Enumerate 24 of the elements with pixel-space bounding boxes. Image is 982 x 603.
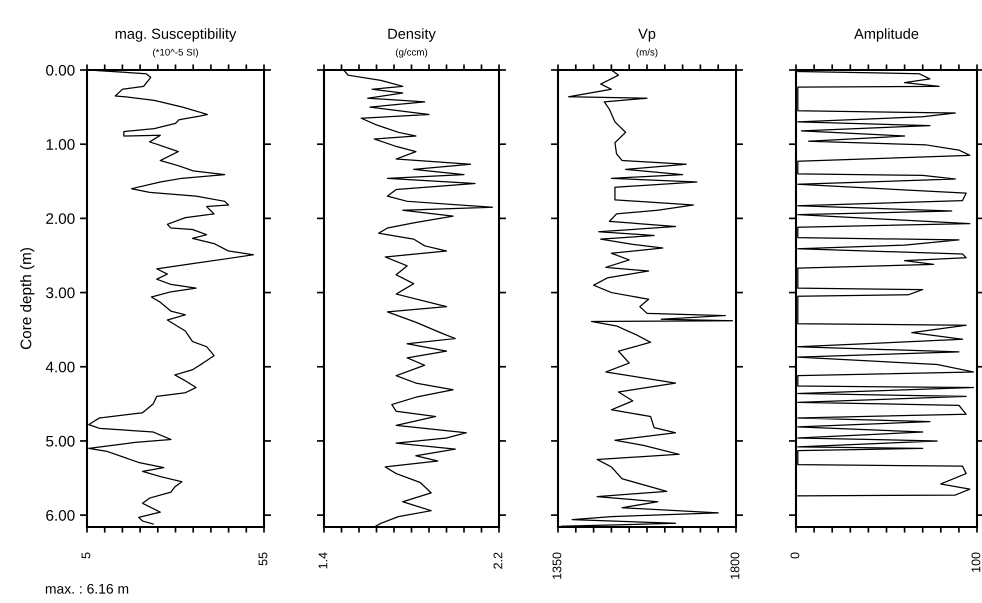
x-tick-label: 1.4 <box>318 552 328 568</box>
y-tick-label: 5.00 <box>46 436 75 447</box>
x-tick-label: 5 <box>82 552 90 558</box>
x-tick-label: 0 <box>790 552 800 558</box>
y-tick-label: 4.00 <box>46 362 75 372</box>
x-tick-label: 55 <box>258 552 268 566</box>
chart-subtitle: (*10^-5 SI) <box>153 48 198 58</box>
y-tick-label: 2.00 <box>46 213 75 224</box>
chart-title: mag. Susceptibility <box>116 28 236 42</box>
y-tick-label: 1.00 <box>46 139 75 150</box>
text: max. : 6.16 m <box>46 584 128 594</box>
chart-subtitle: (m/s) <box>636 48 658 58</box>
x-tick-label: 1800 <box>730 552 740 579</box>
chart-title: Vp <box>638 28 656 42</box>
chart-title: Amplitude <box>854 28 918 42</box>
chart-title: Density <box>388 28 436 42</box>
y-tick-label: 0.00 <box>46 64 75 76</box>
x-tick-label: 100 <box>972 552 980 572</box>
chart-subtitle: (g/ccm) <box>396 48 428 58</box>
y-tick-label: 6.00 <box>46 510 75 521</box>
x-tick-label: 2.2 <box>494 552 502 569</box>
y-axis-title: Core depth (m) <box>20 248 34 350</box>
y-tick-label: 3.00 <box>46 287 75 298</box>
x-tick-label: 1350 <box>552 552 562 579</box>
